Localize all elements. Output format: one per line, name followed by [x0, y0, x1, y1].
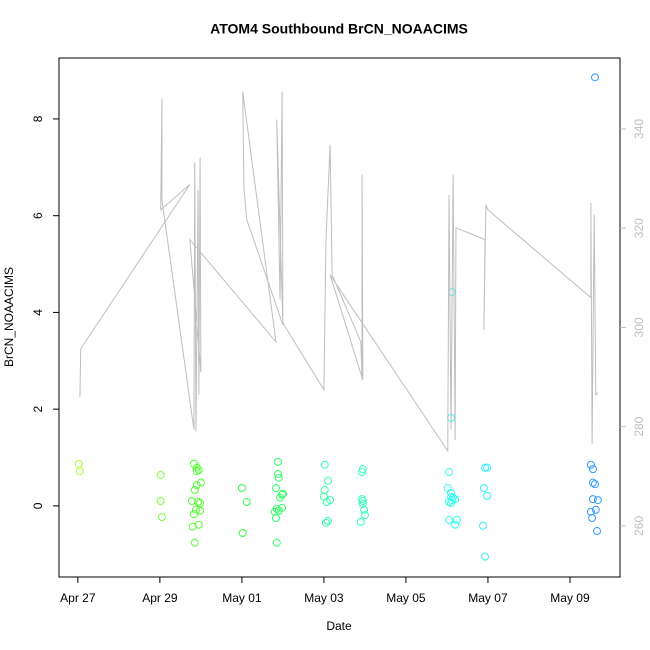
point [593, 496, 602, 505]
point [194, 520, 203, 529]
point [586, 460, 595, 469]
point [452, 515, 461, 524]
point [481, 552, 490, 561]
plot-frame [58, 57, 621, 578]
point [483, 463, 492, 472]
point [187, 497, 196, 506]
chart-title: ATOM4 Southbound BrCN_NOAACIMS [210, 21, 468, 37]
y-tick-label: 8 [31, 115, 45, 122]
point [156, 470, 165, 479]
point [356, 517, 365, 526]
x-tick-label: May 05 [386, 591, 426, 605]
x-tick-label: Apr 27 [60, 591, 96, 605]
y-tick-label: 6 [31, 212, 45, 219]
point [483, 491, 492, 500]
point [447, 498, 456, 507]
point [190, 485, 199, 494]
point [156, 497, 165, 506]
y2-tick-label: 340 [632, 119, 646, 139]
point [358, 468, 367, 477]
point [271, 513, 280, 522]
y2-tick-label: 320 [632, 218, 646, 238]
point [321, 518, 330, 527]
point [276, 493, 285, 502]
point [481, 463, 490, 472]
point [270, 507, 279, 516]
point [189, 510, 198, 519]
y2-tick-label: 260 [632, 516, 646, 536]
x-tick-label: May 03 [304, 591, 344, 605]
point [360, 505, 369, 514]
point [192, 467, 201, 476]
x-axis-label: Date [326, 619, 352, 633]
x-tick-label: May 09 [550, 591, 590, 605]
point [590, 73, 599, 82]
point [443, 484, 452, 493]
x-tick-label: Apr 29 [142, 591, 178, 605]
y-axis-label: BrCN_NOAACIMS [2, 267, 16, 367]
x-tick-label: May 01 [222, 591, 262, 605]
point [242, 498, 251, 507]
point [322, 498, 331, 507]
point [191, 505, 200, 514]
point [588, 478, 597, 487]
y2-tick-label: 280 [632, 416, 646, 436]
point [157, 513, 166, 522]
point [196, 506, 205, 515]
point [274, 473, 283, 482]
point [192, 481, 201, 490]
point [588, 465, 597, 474]
point [358, 499, 367, 508]
point [479, 484, 488, 493]
point [273, 457, 282, 466]
point [196, 498, 205, 507]
point [75, 467, 84, 476]
y-tick-label: 0 [31, 502, 45, 509]
point [278, 503, 287, 512]
point [591, 505, 600, 514]
point [196, 478, 205, 487]
point [324, 516, 333, 525]
point [238, 528, 247, 537]
point [593, 527, 602, 536]
point [190, 538, 199, 547]
point [444, 468, 453, 477]
point [444, 515, 453, 524]
point [273, 469, 282, 478]
point [271, 484, 280, 493]
point [272, 538, 281, 547]
point [320, 485, 329, 494]
point [320, 460, 329, 469]
point [237, 484, 246, 493]
point [192, 463, 201, 472]
y-tick-label: 4 [31, 309, 45, 316]
point [451, 520, 460, 529]
point [74, 459, 83, 468]
point [588, 495, 597, 504]
point [590, 480, 599, 489]
point [586, 507, 595, 516]
y2-tick-label: 300 [632, 317, 646, 337]
line [79, 91, 599, 453]
point [324, 476, 333, 485]
y-tick-label: 2 [31, 406, 45, 413]
point [479, 521, 488, 530]
point [360, 511, 369, 520]
point [588, 513, 597, 522]
x-tick-label: May 07 [468, 591, 508, 605]
point [358, 497, 367, 506]
